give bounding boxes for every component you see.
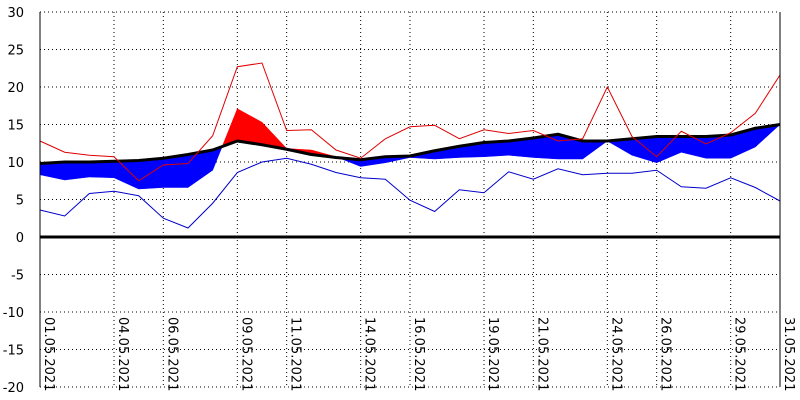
y-tick-label: 5 bbox=[16, 194, 24, 209]
x-tick-label: 09.05.2021 bbox=[238, 317, 253, 391]
anomaly-area bbox=[138, 157, 164, 190]
y-tick-label: 15 bbox=[7, 119, 24, 134]
x-tick-label: 31.05.2021 bbox=[781, 317, 796, 391]
x-tick-label: 21.05.2021 bbox=[534, 317, 549, 391]
x-tick-label: 01.05.2021 bbox=[41, 317, 56, 391]
anomaly-area bbox=[187, 149, 213, 188]
series-lines bbox=[39, 62, 781, 229]
y-tick-label: 0 bbox=[16, 231, 24, 246]
anomaly-area bbox=[163, 154, 189, 188]
anomaly-area bbox=[113, 160, 139, 190]
y-tick-label: 10 bbox=[7, 156, 24, 171]
y-tick-labels: 30 25 20 15 10 5 0 -5 -10 -15 -20 bbox=[3, 6, 24, 396]
y-tick-label: -10 bbox=[3, 306, 24, 321]
y-tick-label: -15 bbox=[3, 344, 24, 359]
y-tick-label: -20 bbox=[3, 381, 24, 396]
x-tick-label: 29.05.2021 bbox=[732, 317, 747, 391]
x-tick-label: 14.05.2021 bbox=[362, 317, 377, 391]
y-tick-label: 30 bbox=[7, 6, 24, 21]
anomaly-area bbox=[89, 160, 115, 179]
anomaly-area bbox=[582, 140, 609, 160]
x-tick-label: 11.05.2021 bbox=[288, 317, 303, 391]
anomaly-area bbox=[64, 161, 90, 181]
y-tick-label: 25 bbox=[7, 44, 24, 59]
anomaly-area bbox=[656, 136, 682, 164]
min-temperature-line bbox=[39, 157, 781, 229]
anomaly-area bbox=[631, 136, 657, 164]
x-tick-label: 26.05.2021 bbox=[658, 317, 673, 391]
x-tick-label: 24.05.2021 bbox=[608, 317, 623, 391]
x-tick-label: 04.05.2021 bbox=[115, 317, 130, 391]
x-tick-labels: 01.05.2021 04.05.2021 06.05.2021 09.05.2021… bbox=[41, 317, 796, 391]
x-tick-label: 06.05.2021 bbox=[164, 317, 179, 391]
axes bbox=[39, 12, 781, 387]
grid bbox=[39, 11, 781, 388]
normal-line bbox=[39, 123, 781, 165]
y-tick-label: -5 bbox=[11, 269, 24, 284]
x-tick-label: 19.05.2021 bbox=[485, 317, 500, 391]
max-temperature-line bbox=[39, 62, 781, 182]
x-tick-label: 16.05.2021 bbox=[411, 317, 426, 391]
anomaly-area bbox=[681, 136, 707, 159]
anomaly-area bbox=[237, 108, 263, 146]
y-tick-label: 20 bbox=[7, 81, 24, 96]
